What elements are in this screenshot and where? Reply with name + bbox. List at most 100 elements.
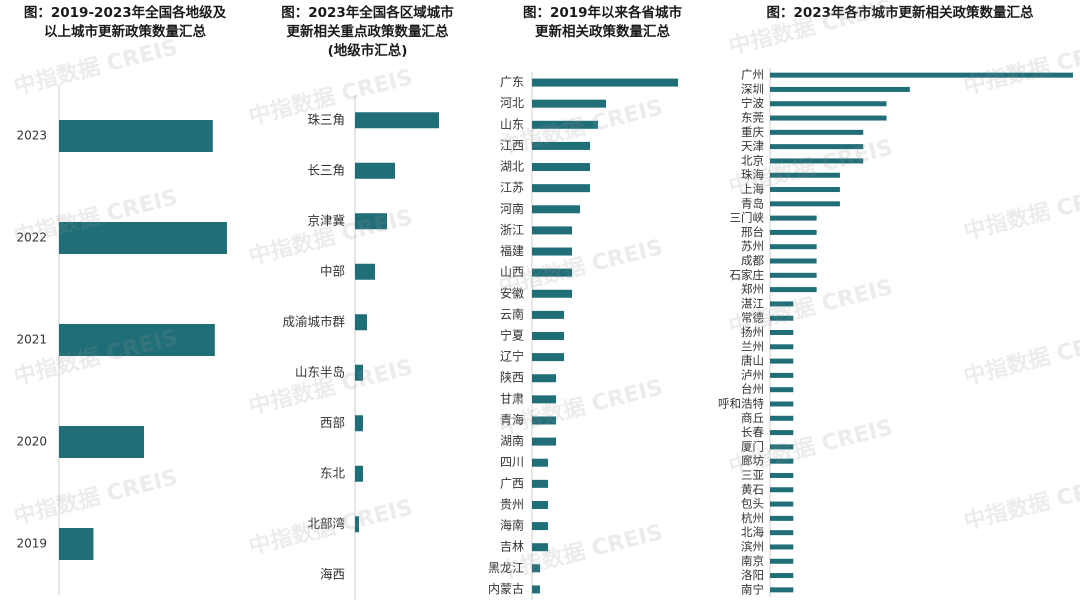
years-category-label: 2021	[16, 333, 47, 347]
cities-category-label: 三门峡	[730, 211, 765, 225]
provinces-category-label: 浙江	[500, 223, 524, 237]
provinces-bar	[532, 437, 556, 446]
cities-bar	[770, 301, 794, 307]
provinces-category-label: 湖南	[500, 433, 524, 448]
provinces-bar	[532, 395, 556, 404]
chart-title-regions: 图：2023年全国各区域城市 更新相关重点政策数量汇总 (地级市汇总)	[281, 5, 454, 59]
cities-category-label: 珠海	[741, 168, 764, 182]
provinces-bar	[532, 247, 572, 256]
regions-bar	[355, 465, 363, 482]
regions-category-label: 东北	[320, 465, 346, 480]
cities-category-label: 南宁	[741, 582, 764, 596]
cities-bar	[770, 530, 794, 536]
regions-bar	[355, 314, 367, 331]
cities-category-label: 天津	[741, 139, 764, 153]
bar-chart-years: 2023 2022 2021 2020 2019	[16, 85, 227, 595]
provinces-bar	[532, 585, 540, 594]
cities-category-label: 厦门	[741, 439, 764, 453]
chart-title-cities: 图：2023年各市城市更新相关政策数量汇总	[766, 5, 1034, 21]
cities-bar	[770, 272, 817, 278]
cities-bar	[770, 86, 910, 92]
cities-category-label: 石家庄	[730, 268, 765, 282]
regions-category-label: 北部湾	[307, 516, 345, 531]
regions-category-label: 西部	[320, 415, 345, 430]
cities-bar	[770, 187, 840, 193]
cities-bar	[770, 172, 840, 178]
cities-category-label: 青岛	[741, 196, 764, 210]
cities-bar	[770, 472, 794, 478]
cities-category-label: 唐山	[741, 354, 764, 368]
provinces-bar	[532, 226, 572, 235]
cities-category-label: 滨州	[741, 539, 764, 553]
cities-category-label: 苏州	[741, 239, 764, 253]
cities-bar	[770, 344, 794, 350]
panel-provinces: 图：2019年以来各省城市 更新相关政策数量汇总 广东 河北 山东 江西 湖北 江苏 河南浙…	[485, 0, 720, 612]
provinces-bar	[532, 141, 590, 150]
provinces-category-label: 福建	[500, 243, 524, 258]
cities-category-label: 北京	[741, 153, 764, 167]
cities-category-label: 南京	[741, 554, 764, 568]
cities-bar	[770, 330, 794, 335]
provinces-category-label: 山东	[500, 117, 524, 131]
cities-category-label: 商丘	[741, 411, 764, 425]
regions-bar	[355, 364, 363, 381]
cities-bar	[770, 401, 794, 407]
cities-category-label: 湛江	[741, 296, 764, 310]
provinces-category-label: 安徽	[500, 285, 524, 300]
provinces-category-label: 湖北	[500, 159, 524, 174]
cities-category-label: 三亚	[741, 468, 764, 482]
provinces-category-label: 广东	[500, 75, 524, 89]
panel-years: 图：2019-2023年全国各地级及 以上城市更新政策数量汇总 2023 2022…	[0, 0, 250, 612]
panel-regions: 图：2023年全国各区域城市 更新相关重点政策数量汇总 (地级市汇总) 珠三角长…	[250, 0, 485, 612]
years-bar	[59, 222, 227, 254]
cities-bar	[770, 444, 794, 450]
provinces-category-label: 吉林	[500, 540, 524, 554]
provinces-bar	[532, 163, 590, 172]
years-bar	[59, 528, 94, 560]
cities-bar	[770, 287, 817, 293]
chart-title-years: 图：2019-2023年全国各地级及 以上城市更新政策数量汇总	[23, 5, 227, 40]
cities-bar	[770, 358, 794, 364]
cities-bar	[770, 158, 864, 164]
provinces-category-label: 山西	[500, 265, 524, 279]
cities-bar	[770, 115, 887, 121]
provinces-category-label: 海南	[500, 518, 524, 533]
years-bar	[59, 426, 144, 458]
regions-bar	[355, 516, 359, 533]
provinces-bar	[532, 543, 548, 552]
cities-bar	[770, 573, 794, 579]
cities-bar	[770, 144, 864, 150]
cities-category-label: 呼和浩特	[718, 396, 764, 410]
cities-category-label: 泸州	[741, 368, 764, 382]
cities-category-label: 北海	[741, 525, 764, 539]
cities-category-label: 广州	[741, 68, 764, 82]
regions-category-label: 成渝城市群	[282, 314, 345, 329]
cities-category-label: 宁波	[741, 96, 764, 110]
panel-cities: 图：2023年各市城市更新相关政策数量汇总 广州 深圳 宁波 东莞 重庆 天津 北京 珠海 上海…	[718, 0, 1080, 612]
cities-category-label: 上海	[741, 182, 764, 196]
bar-chart-cities: 广州深圳宁波东莞重庆天津北京珠海上海青岛三门峡邢台苏州成都石家庄郑州湛江常德扬州…	[718, 68, 1073, 597]
provinces-bar	[532, 374, 556, 383]
regions-category-label: 珠三角	[307, 112, 345, 127]
cities-category-label: 兰州	[741, 339, 764, 353]
cities-bar	[770, 258, 817, 264]
bar-chart-provinces: 广东河北山东江西湖北江苏河南浙江福建山西安徽云南宁夏辽宁陕西甘肃青海湖南四川广西…	[488, 72, 678, 600]
provinces-bar	[532, 289, 572, 298]
cities-category-label: 台州	[741, 382, 764, 396]
provinces-category-label: 云南	[500, 306, 524, 321]
provinces-category-label: 河北	[500, 96, 524, 110]
regions-bar	[355, 162, 395, 179]
cities-category-label: 廊坊	[741, 454, 764, 468]
cities-bar	[770, 501, 794, 507]
regions-category-label: 京津冀	[307, 213, 345, 228]
cities-bar	[770, 229, 817, 235]
regions-category-label: 海西	[320, 566, 345, 581]
provinces-category-label: 甘肃	[500, 392, 524, 406]
provinces-bar	[532, 332, 564, 340]
provinces-bar	[532, 78, 678, 87]
provinces-bar	[532, 99, 606, 108]
regions-category-label: 山东半岛	[295, 364, 345, 379]
years-category-label: 2020	[16, 435, 47, 449]
cities-bar	[770, 387, 794, 393]
